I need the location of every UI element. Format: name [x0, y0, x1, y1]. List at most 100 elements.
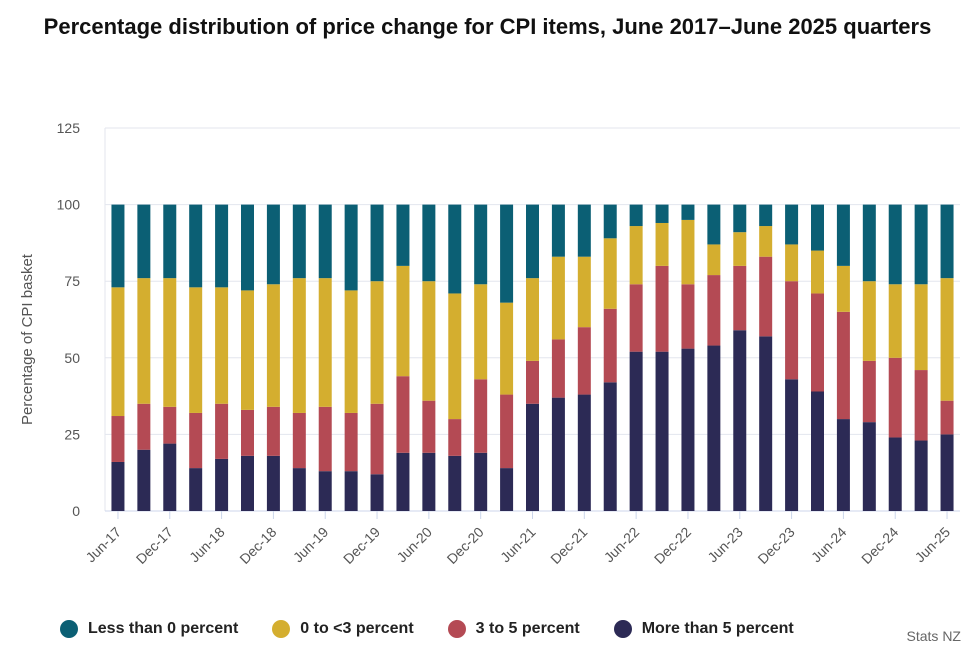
bar-segment [189, 412, 203, 469]
bar-segment [785, 244, 799, 282]
bar-segment [215, 403, 229, 459]
bar-segment [500, 394, 514, 469]
bar-segment [318, 406, 332, 472]
legend-label: Less than 0 percent [88, 620, 239, 637]
legend-item[interactable]: 0 to <3 percent [272, 620, 414, 638]
bar-segment [500, 302, 514, 395]
legend-item[interactable]: More than 5 percent [613, 620, 794, 638]
bar-segment [551, 397, 565, 511]
bar-segment [836, 204, 850, 266]
bar-segment [836, 419, 850, 511]
bar-segment [111, 204, 125, 288]
bar-segment [526, 403, 539, 511]
bar-segment [914, 284, 928, 371]
bar-segment [266, 284, 280, 407]
bar-segment [603, 204, 617, 239]
bar-segment [785, 379, 799, 511]
bar-segment [474, 204, 488, 285]
legend-item[interactable]: 3 to 5 percent [447, 620, 580, 638]
bar-segment [836, 265, 850, 312]
bar-segment [189, 468, 203, 511]
x-tick-label: Dec-22 [651, 524, 694, 567]
bar-segment [811, 293, 824, 392]
chart-title: Percentage distribution of price change … [43, 14, 932, 39]
bar-segment [629, 351, 643, 511]
bar-segment [733, 330, 747, 511]
bar-segment [655, 265, 669, 352]
y-tick-label: 75 [64, 273, 80, 289]
bar-segment [344, 471, 358, 511]
bar-segment [940, 278, 954, 401]
bar-segment [241, 290, 254, 410]
x-tick-label: Jun-24 [808, 524, 850, 566]
bar-segment [577, 256, 591, 328]
bar-segment [266, 406, 280, 456]
bar-segment [111, 416, 125, 462]
bar-segment [241, 204, 254, 291]
x-tick-label: Jun-25 [912, 524, 954, 566]
bar-segment [759, 226, 773, 257]
bar-segment [681, 219, 695, 285]
bar-segment [318, 204, 332, 279]
legend-label: 3 to 5 percent [475, 620, 580, 637]
bar-segment [577, 327, 591, 395]
bar-segment [189, 204, 203, 288]
bar-segment [862, 360, 876, 423]
bar-segment [655, 351, 669, 511]
bar-segment [914, 204, 928, 285]
bar-segment [577, 204, 591, 257]
bar-segment [888, 357, 902, 438]
bar-segment [733, 204, 747, 233]
bar-segment [888, 204, 902, 285]
legend-label: 0 to <3 percent [300, 620, 414, 637]
bar-segment [940, 204, 954, 279]
bar-segment [785, 204, 799, 245]
bar-segment [862, 281, 876, 361]
bar-segment [292, 468, 306, 511]
bar-segment [448, 204, 462, 294]
bar-segment [241, 409, 254, 456]
bar-segment [215, 287, 229, 404]
legend-marker [447, 620, 466, 638]
x-tick-label: Jun-18 [186, 524, 228, 566]
bar-segment [655, 204, 669, 223]
x-tick-label: Dec-21 [547, 524, 590, 567]
x-tick-label: Dec-20 [444, 524, 487, 567]
bar-segment [137, 403, 151, 450]
bar-segment [526, 360, 539, 404]
bar-segment [603, 238, 617, 309]
bar-segment [448, 293, 462, 420]
bar-segment [551, 204, 565, 257]
bar-segment [474, 379, 488, 453]
bar-segment [681, 284, 695, 349]
bar-segment [759, 256, 773, 337]
bar-segment [111, 461, 125, 511]
bar-segment [603, 308, 617, 383]
bar-segment [422, 400, 436, 453]
y-tick-label: 0 [72, 503, 80, 519]
bar-segment [318, 278, 332, 407]
bar-segment [318, 471, 332, 511]
bar-segment [526, 278, 539, 361]
bar-segment [759, 204, 773, 227]
bar-segment [577, 394, 591, 511]
bar-segment [681, 204, 695, 220]
x-tick-label: Dec-23 [754, 524, 797, 567]
bar-segment [707, 345, 721, 511]
bar-segment [914, 440, 928, 511]
y-tick-label: 100 [57, 197, 81, 213]
legend-item[interactable]: Less than 0 percent [60, 620, 238, 638]
x-tick-label: Jun-20 [393, 524, 435, 566]
x-tick-label: Jun-22 [601, 524, 643, 566]
bar-segment [629, 226, 643, 285]
bar-segment [370, 204, 384, 282]
bar-segment [862, 422, 876, 511]
bar-segment [111, 287, 125, 417]
bar-segment [396, 265, 410, 377]
legend-marker [60, 620, 78, 638]
y-axis-label: Percentage of CPI basket [19, 253, 36, 425]
bar-segment [422, 281, 436, 401]
bar-segment [811, 391, 824, 511]
bar-segment [526, 204, 539, 279]
